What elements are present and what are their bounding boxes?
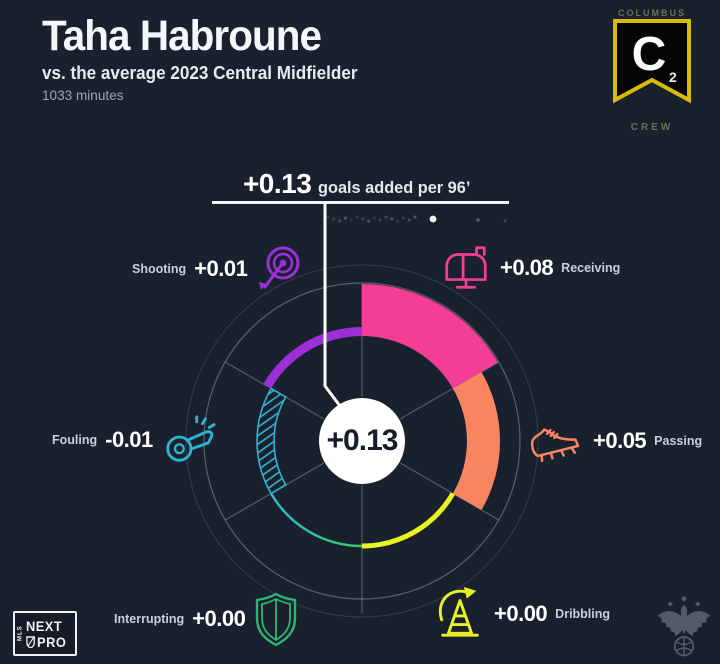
category-value: -0.01 <box>105 427 153 452</box>
chart-slices <box>256 284 500 549</box>
category-label: Interrupting <box>114 612 185 626</box>
category-value: +0.05 <box>593 428 647 453</box>
badge-club-name: COLUMBUS <box>618 8 686 18</box>
summary-label: goals added per 96’ <box>318 178 471 197</box>
total-value: +0.13 <box>326 424 399 457</box>
club-badge: COLUMBUS C 2 CREW <box>606 8 698 133</box>
whistle-icon <box>166 415 216 462</box>
comparison-subtitle: vs. the average 2023 Central Midfielder <box>42 63 358 83</box>
summary-underline <box>212 201 509 204</box>
cleat-icon <box>530 428 580 463</box>
category-value: +0.08 <box>500 255 554 280</box>
category-label: Dribbling <box>555 607 611 621</box>
cone-icon <box>438 587 479 637</box>
mailbox-icon <box>445 246 487 289</box>
category-label: Passing <box>654 434 703 448</box>
category-label: Fouling <box>52 433 98 447</box>
category-dribbling: +0.00 Dribbling <box>434 583 610 645</box>
summary-header: +0.13 goals added per 96’ <box>120 168 600 200</box>
badge-crew-label: CREW <box>630 122 674 133</box>
category-label: Receiving <box>561 261 621 275</box>
category-shooting: Shooting +0.01 <box>132 243 305 295</box>
page-title: Taha Habroune <box>42 12 322 60</box>
mls-shield-icon <box>26 635 35 648</box>
category-receiving: +0.08 Receiving <box>440 244 620 292</box>
target-icon <box>259 246 300 290</box>
summary-value: +0.13 <box>242 168 312 199</box>
next-label: NEXT <box>26 617 63 634</box>
mls-next-pro-logo: MLS NEXT PRO <box>13 611 77 656</box>
shield-icon <box>256 592 297 647</box>
category-label: Shooting <box>132 262 187 276</box>
crew-pennant-icon: C 2 <box>613 19 691 104</box>
category-interrupting: Interrupting +0.00 <box>114 591 299 647</box>
mls-label: MLS <box>17 625 24 642</box>
category-value: +0.00 <box>192 606 246 631</box>
total-value-hub: +0.13 <box>319 398 405 484</box>
eagle-crest-icon <box>657 595 711 657</box>
category-fouling: Fouling -0.01 <box>52 415 217 465</box>
minutes-played: 1033 minutes <box>42 87 124 103</box>
pro-label: PRO <box>37 633 67 650</box>
badge-letter: C <box>632 28 667 81</box>
category-value: +0.01 <box>194 256 248 281</box>
chart-annotations <box>323 201 507 408</box>
badge-number: 2 <box>669 69 677 85</box>
category-value: +0.00 <box>494 601 548 626</box>
category-passing: +0.05 Passing <box>523 415 702 467</box>
